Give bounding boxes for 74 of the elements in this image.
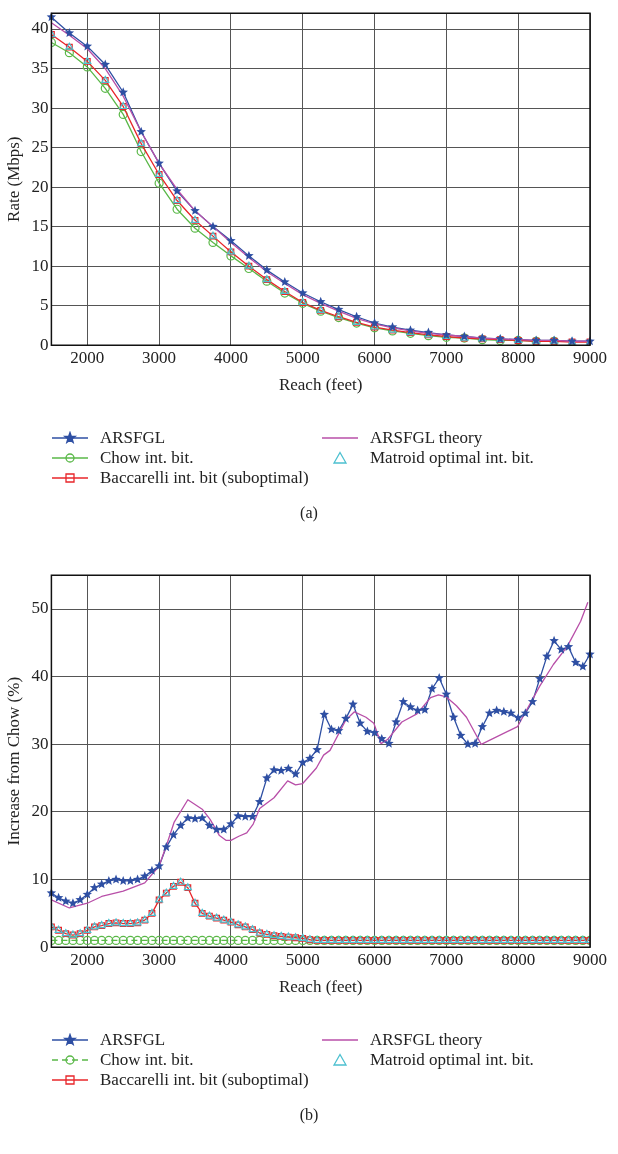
x-tick-label: 3000	[142, 347, 177, 367]
x-tick-label: 9000	[573, 347, 607, 367]
point	[64, 27, 75, 38]
x-tick-label: 9000	[573, 949, 607, 969]
x-tick-label: 8000	[501, 347, 536, 367]
point	[172, 204, 182, 214]
y-tick-label: 20	[31, 801, 49, 821]
legend-label: ARSFGL	[100, 1030, 166, 1050]
y-tick-label: 40	[31, 666, 49, 686]
legend-label: Baccarelli int. bit (suboptimal)	[100, 468, 309, 488]
point	[315, 296, 326, 306]
point	[190, 223, 200, 233]
legend-label: ARSFGL theory	[370, 428, 483, 448]
legend-label: Chow int. bit.	[100, 448, 194, 468]
y-tick-label: 30	[31, 97, 49, 117]
y-tick-label: 25	[31, 137, 49, 157]
point	[136, 146, 146, 157]
point	[297, 288, 308, 298]
y-tick-label: 20	[31, 176, 49, 196]
y-tick-label: 50	[31, 598, 49, 618]
y-tick-label: 10	[31, 869, 49, 889]
point	[262, 265, 272, 275]
point	[118, 87, 128, 97]
point	[280, 276, 290, 287]
x-tick-label: 5000	[285, 347, 320, 367]
x-tick-label: 8000	[501, 949, 536, 969]
point	[118, 109, 128, 119]
x-tick-label: 6000	[357, 949, 392, 969]
text: (b)	[298, 1106, 320, 1124]
x-tick-label: 4000	[213, 949, 248, 969]
y-tick-label: 30	[31, 733, 49, 753]
point	[82, 41, 93, 51]
x-tick-label: 2000	[70, 949, 105, 969]
x-tick-label: 6000	[357, 347, 392, 367]
point	[244, 263, 254, 274]
x-tick-label: 2000	[70, 347, 105, 367]
point	[154, 158, 164, 168]
y-tick-label: 10	[31, 255, 49, 275]
legend-label: Baccarelli int. bit (suboptimal)	[100, 1070, 309, 1090]
point	[244, 250, 254, 260]
y-tick-label: 35	[31, 58, 49, 77]
point	[208, 237, 218, 248]
legend-label: Chow int. bit.	[100, 1050, 194, 1070]
y-tick-label: 5	[39, 295, 49, 315]
y-tick-label: 15	[31, 216, 49, 236]
x-tick-label: 4000	[213, 347, 248, 367]
x-axis-title: Reach (feet)	[278, 375, 363, 395]
point	[136, 126, 146, 136]
y-axis-title: Increase from Chow (%)	[3, 676, 23, 846]
y-tick-label: 0	[39, 334, 49, 354]
legend-label: Matroid optimal int. bit.	[370, 1050, 534, 1070]
x-tick-label: 7000	[429, 949, 464, 969]
point	[172, 186, 182, 196]
legend-label: Matroid optimal int. bit.	[370, 448, 534, 468]
x-tick-label: 5000	[285, 949, 320, 969]
point	[190, 205, 200, 215]
x-tick-label: 7000	[429, 347, 464, 367]
point	[64, 48, 74, 58]
point	[100, 59, 111, 69]
legend-label: ARSFGL	[100, 428, 166, 448]
legend-label: ARSFGL theory	[370, 1030, 483, 1050]
point	[351, 311, 362, 321]
x-axis-title: Reach (feet)	[278, 977, 363, 997]
point	[226, 235, 236, 245]
y-tick-label: 0	[39, 936, 49, 956]
point	[333, 304, 344, 314]
x-tick-label: 3000	[142, 949, 177, 969]
point	[208, 221, 218, 231]
y-axis-title: Rate (Mbps)	[3, 136, 23, 222]
y-tick-label: 40	[31, 18, 49, 38]
point	[226, 251, 236, 261]
text: (a)	[299, 504, 319, 522]
point	[154, 178, 164, 188]
point	[100, 83, 110, 93]
